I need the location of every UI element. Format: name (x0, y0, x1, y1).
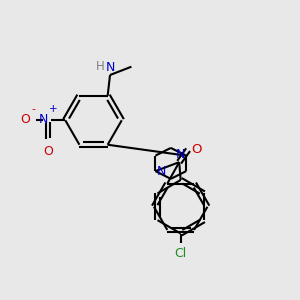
Text: O: O (192, 143, 202, 156)
Text: +: + (49, 104, 58, 114)
Text: N: N (175, 148, 185, 161)
Text: Cl: Cl (175, 247, 187, 260)
Text: O: O (21, 113, 31, 126)
Text: O: O (44, 145, 53, 158)
Text: N: N (39, 113, 48, 126)
Text: H: H (96, 60, 105, 73)
Text: N: N (105, 61, 115, 74)
Text: N: N (157, 166, 166, 178)
Text: -: - (32, 104, 35, 114)
